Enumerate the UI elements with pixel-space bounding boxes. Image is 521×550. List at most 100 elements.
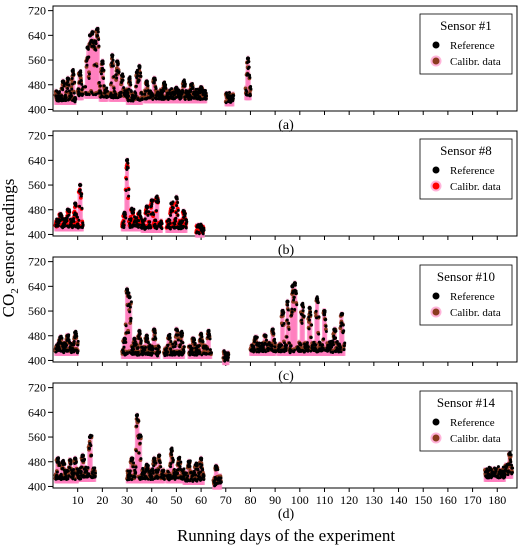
series-reference [54,158,206,236]
reference-point [300,321,304,325]
reference-point [110,61,114,65]
reference-point [143,92,147,96]
x-tick-label: 10 [72,493,84,507]
reference-point [128,310,132,314]
reference-point [58,212,63,217]
reference-point [80,192,84,196]
reference-point [331,340,335,344]
reference-point [232,94,236,98]
y-tick-label: 640 [28,405,46,419]
reference-point [245,93,249,97]
reference-point [178,343,182,347]
reference-point [249,85,253,89]
reference-point [76,350,80,353]
reference-point [169,201,174,206]
legend-marker-calibrated [432,57,440,65]
y-tick-label: 560 [28,430,46,444]
y-tick-label: 480 [28,329,46,343]
reference-point [65,76,70,81]
reference-point [75,334,79,338]
reference-point [339,350,343,354]
reference-point [99,91,103,95]
reference-point [92,39,98,44]
reference-point [292,295,296,299]
reference-point [112,75,116,79]
reference-point [174,195,179,200]
reference-point [198,85,204,90]
reference-point [132,336,137,341]
y-tick-label: 400 [28,479,46,493]
band-mark [324,326,328,356]
reference-point [225,91,229,95]
reference-point [76,339,80,343]
reference-point [191,336,196,341]
x-tick-label: 20 [96,493,108,507]
reference-point [317,315,321,319]
reference-point [324,324,328,328]
reference-point [152,81,156,85]
reference-point [310,323,314,327]
reference-point [331,343,335,347]
reference-point [137,78,141,82]
reference-point [247,60,251,64]
reference-point [60,94,64,98]
reference-point [306,345,310,349]
reference-point [137,223,141,227]
reference-point [176,213,180,217]
reference-point [129,90,133,94]
reference-point [309,335,313,339]
y-tick-label: 640 [28,28,46,42]
plot-frame [52,5,518,112]
reference-point [182,345,186,349]
band-mark [127,185,130,232]
reference-point [129,319,133,323]
reference-point [157,200,161,204]
reference-point [114,73,118,77]
reference-point [273,345,277,349]
reference-point [95,64,99,68]
reference-point [81,224,85,228]
legend-marker-calibrated [432,182,440,190]
reference-point [109,81,113,85]
legend-marker-reference [432,41,440,49]
reference-point [173,222,177,226]
reference-point [124,158,130,163]
reference-point [166,343,170,347]
reference-point [272,332,276,336]
reference-point [137,64,142,69]
reference-point [321,343,325,347]
reference-point [137,219,141,223]
reference-point [290,310,294,314]
reference-point [287,327,291,331]
reference-point [273,337,277,341]
reference-point [193,341,197,345]
reference-point [270,327,275,332]
reference-point [70,77,74,81]
y-tick-label: 560 [28,304,46,318]
reference-point [69,94,73,98]
reference-point [126,91,130,95]
reference-point [181,341,185,345]
reference-point [156,348,160,352]
reference-point [307,305,312,311]
reference-point [208,348,212,352]
legend-label-calibrated: Calibr. data [450,56,501,68]
reference-point [143,217,147,221]
reference-point [197,344,201,348]
reference-point [188,93,192,97]
reference-point [289,313,293,317]
reference-point [126,161,130,165]
reference-point [154,336,158,340]
reference-point [77,218,81,222]
reference-point [111,64,115,68]
reference-point [168,221,172,225]
reference-point [306,348,310,352]
band-mark [117,66,120,102]
reference-point [223,355,228,360]
reference-point [226,358,230,362]
reference-point [169,339,173,343]
reference-point [314,309,318,313]
reference-point [332,327,337,332]
reference-point [56,224,60,228]
